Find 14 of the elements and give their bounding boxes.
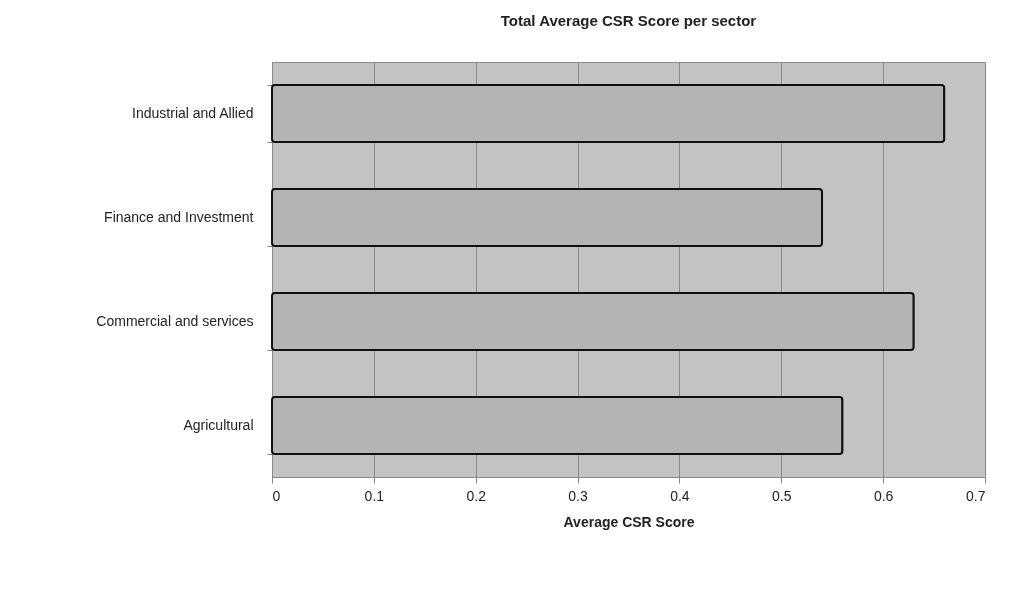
x-tick-label: 0 [272,487,281,504]
x-tick-label: 0.6 [873,487,894,504]
x-tick-label: 0.7 [966,487,986,504]
y-tick-label: Finance and Investment [104,208,254,225]
x-axis-title: Average CSR Score [563,513,695,530]
x-tick-label: 0.4 [670,487,690,504]
y-tick-label: Industrial and Allied [132,104,254,121]
y-tick-label: Agricultural [183,417,254,434]
x-tick-label: 0.1 [364,487,385,504]
chart-title: Total Average CSR Score per sector [500,12,757,29]
x-tick-label: 0.3 [568,487,589,504]
x-tick-label: 0.5 [772,487,792,504]
y-tick-label: Commercial and services [96,313,254,330]
x-tick-label: 0.2 [466,487,487,504]
